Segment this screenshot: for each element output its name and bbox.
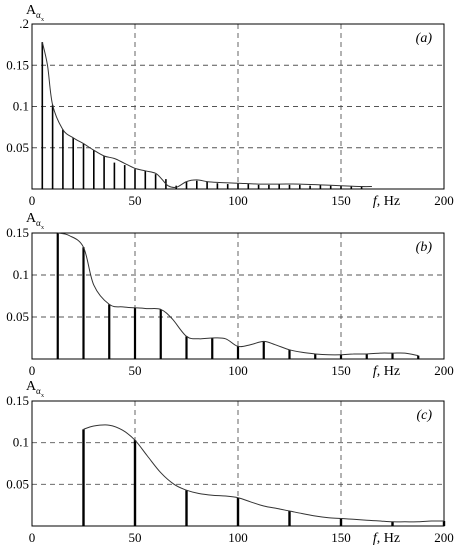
x-tick-label: 100 bbox=[228, 193, 248, 208]
y-axis-label: A bbox=[26, 211, 37, 226]
x-tick-label: 0 bbox=[29, 193, 36, 208]
x-axis-label-unit: , Hz bbox=[377, 364, 400, 379]
y-tick-label: .2 bbox=[19, 16, 29, 31]
y-axis-label: A bbox=[26, 379, 37, 394]
y-tick-label: 0.05 bbox=[6, 476, 29, 491]
x-tick-label: 50 bbox=[129, 530, 142, 545]
x-tick-label: 100 bbox=[228, 363, 248, 378]
x-axis-label-unit: , Hz bbox=[377, 531, 400, 546]
y-axis-label-subscript-2: x bbox=[41, 225, 44, 231]
x-axis-label-unit: , Hz bbox=[377, 194, 400, 209]
y-axis-label-subscript-2: x bbox=[41, 393, 44, 399]
y-tick-label: 0.1 bbox=[13, 267, 29, 282]
x-tick-label: 50 bbox=[129, 363, 142, 378]
y-tick-label: 0.05 bbox=[6, 309, 29, 324]
x-tick-label: 200 bbox=[434, 530, 454, 545]
panel-a: 0.05 0.1 0.15 .2 0 50 100 150 200 f, Hz A α x (a) bbox=[6, 3, 454, 209]
x-tick-label: 50 bbox=[129, 193, 142, 208]
x-axis-label: f, Hz bbox=[373, 364, 400, 379]
y-axis-label-subscript: α bbox=[36, 386, 41, 396]
y-axis-label: A bbox=[26, 3, 37, 18]
envelope-curve bbox=[83, 424, 445, 523]
y-axis-label-subscript: α bbox=[36, 218, 41, 228]
x-axis-label: f, Hz bbox=[373, 194, 400, 209]
x-tick-label: 100 bbox=[228, 530, 248, 545]
y-axis-label-subscript-2: x bbox=[41, 17, 44, 23]
x-tick-label: 200 bbox=[434, 363, 454, 378]
panel-c: 0.05 0.1 0.15 0 50 100 150 200 f, Hz A α x (c) bbox=[6, 379, 454, 546]
x-axis-label-symbol: f bbox=[373, 531, 379, 546]
x-tick-label: 0 bbox=[29, 530, 36, 545]
envelope-curve bbox=[41, 42, 372, 189]
y-tick-label: 0.15 bbox=[6, 225, 29, 240]
x-tick-label: 200 bbox=[434, 193, 454, 208]
panel-label: (c) bbox=[416, 408, 432, 423]
x-tick-label: 150 bbox=[331, 530, 351, 545]
x-axis-label-symbol: f bbox=[373, 364, 379, 379]
y-tick-label: 0.15 bbox=[6, 57, 29, 72]
panel-label: (b) bbox=[416, 240, 433, 255]
x-tick-label: 0 bbox=[29, 363, 36, 378]
x-axis-label: f, Hz bbox=[373, 531, 400, 546]
y-tick-label: 0.15 bbox=[6, 393, 29, 408]
panel-label: (a) bbox=[416, 31, 433, 46]
y-tick-label: 0.1 bbox=[13, 435, 29, 450]
y-tick-label: 0.05 bbox=[6, 140, 29, 155]
envelope-curve bbox=[57, 232, 419, 357]
x-tick-label: 150 bbox=[331, 363, 351, 378]
x-axis-label-symbol: f bbox=[373, 194, 379, 209]
x-tick-label: 150 bbox=[331, 193, 351, 208]
y-tick-label: 0.1 bbox=[13, 99, 29, 114]
y-axis-label-subscript: α bbox=[36, 10, 41, 20]
panel-b: 0.05 0.1 0.15 0 50 100 150 200 f, Hz A α x (b) bbox=[6, 211, 454, 379]
